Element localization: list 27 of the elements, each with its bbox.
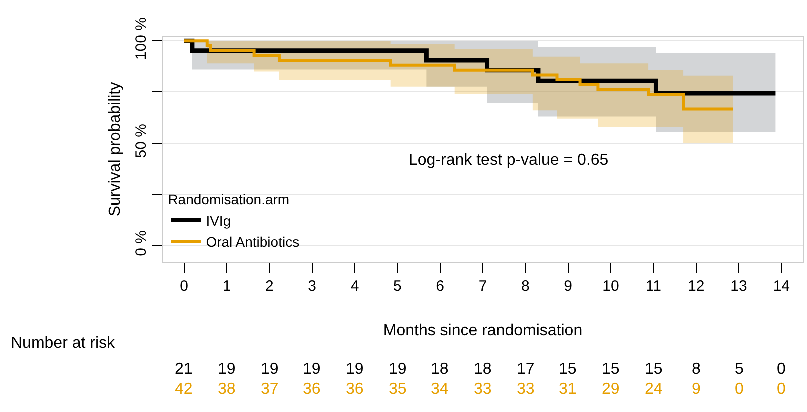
annotation: Log-rank test p-value = 0.65 [409, 152, 609, 169]
x-tick-label: 5 [394, 278, 402, 295]
x-tick-label: 13 [730, 278, 748, 295]
text: Number at risk [11, 335, 116, 352]
x-tick-label: 9 [564, 278, 572, 295]
x-tick-label: 11 [646, 278, 662, 295]
x-tick-label: 2 [266, 278, 274, 295]
x-axis-title: Months since randomisation [383, 322, 583, 340]
text: 21 19 19 19 19 19 18 18 17 15 15 15 8 5 0 [175, 361, 786, 378]
x-tick-label: 14 [773, 278, 790, 295]
y-axis-title: Survival probability [106, 82, 124, 217]
y-tick-label: 0 % [133, 230, 150, 256]
x-tick-label: 6 [436, 278, 444, 295]
x-tick-label: 8 [522, 278, 530, 295]
x-tick-label: 12 [688, 278, 705, 295]
x-tick-label: 4 [350, 278, 360, 295]
legend-title: Randomisation.arm [168, 192, 290, 208]
legend-label: Oral Antibiotics [206, 234, 300, 250]
x-tick-label: 7 [478, 278, 488, 295]
x-tick-label: 3 [308, 278, 316, 295]
text: 42 38 37 36 36 35 34 33 33 31 29 24 9 0 0 [175, 381, 786, 398]
y-tick-label: 100 % [133, 18, 150, 60]
x-tick-label: 0 [180, 278, 188, 295]
y-tick-label: 50 % [133, 124, 150, 158]
x-tick-label: 10 [602, 278, 620, 295]
legend-label: IVIg [206, 212, 232, 229]
x-tick-label: 1 [222, 278, 232, 295]
